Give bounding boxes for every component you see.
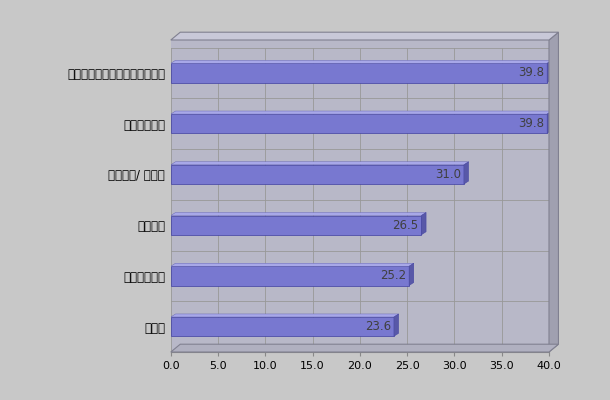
Polygon shape xyxy=(171,263,414,266)
Polygon shape xyxy=(171,212,426,216)
Polygon shape xyxy=(394,314,399,336)
Polygon shape xyxy=(422,212,426,235)
Polygon shape xyxy=(171,162,468,165)
Polygon shape xyxy=(409,263,414,286)
Bar xyxy=(171,317,394,336)
Text: 25.2: 25.2 xyxy=(380,270,406,282)
Text: 39.8: 39.8 xyxy=(518,117,544,130)
Text: 31.0: 31.0 xyxy=(435,168,461,181)
Polygon shape xyxy=(171,344,558,352)
Polygon shape xyxy=(171,60,552,63)
Polygon shape xyxy=(464,162,468,184)
Polygon shape xyxy=(171,32,558,40)
Polygon shape xyxy=(549,32,558,352)
Bar xyxy=(171,114,547,133)
Bar xyxy=(171,216,422,235)
Text: 23.6: 23.6 xyxy=(365,320,391,333)
Text: 26.5: 26.5 xyxy=(392,219,418,232)
Polygon shape xyxy=(171,111,552,114)
Text: 39.8: 39.8 xyxy=(518,66,544,80)
Polygon shape xyxy=(547,60,552,83)
Polygon shape xyxy=(171,314,399,317)
Bar xyxy=(171,63,547,83)
Bar xyxy=(171,165,464,184)
Polygon shape xyxy=(547,111,552,133)
Bar xyxy=(171,266,409,286)
